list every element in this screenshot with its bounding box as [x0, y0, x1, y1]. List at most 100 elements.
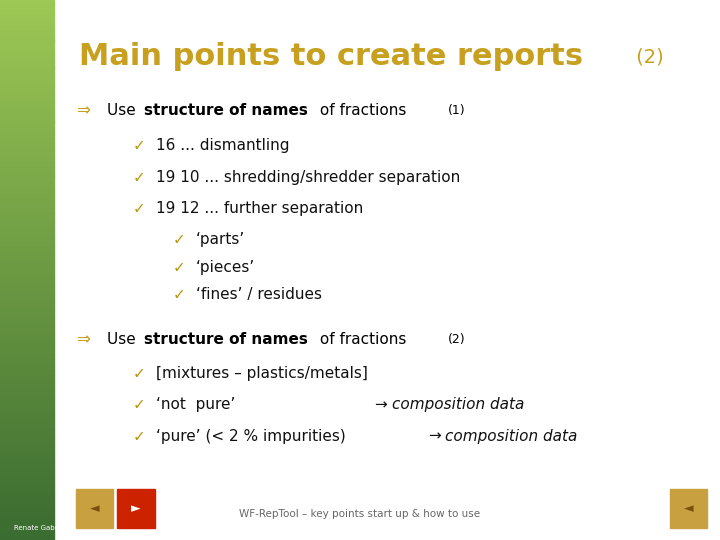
Bar [0, 486, 54, 489]
Bar [0, 251, 54, 254]
Bar [0, 529, 54, 532]
Bar [0, 100, 54, 103]
Bar [0, 205, 54, 208]
Text: ✓: ✓ [133, 429, 146, 444]
Bar [0, 76, 54, 78]
Bar [0, 265, 54, 267]
Bar [0, 467, 54, 470]
Bar [0, 213, 54, 216]
Bar [0, 294, 54, 297]
Bar [670, 489, 707, 528]
Bar [0, 508, 54, 510]
Bar [0, 30, 54, 32]
Bar [0, 392, 54, 394]
Bar [0, 43, 54, 46]
Text: ►: ► [131, 502, 141, 515]
Bar [0, 435, 54, 437]
Bar [0, 208, 54, 211]
Bar [0, 235, 54, 238]
Text: of fractions: of fractions [315, 332, 411, 347]
Bar [0, 335, 54, 338]
Bar [0, 397, 54, 400]
Bar [0, 157, 54, 159]
Bar [0, 421, 54, 424]
Bar [0, 472, 54, 475]
Bar [0, 243, 54, 246]
Bar [0, 173, 54, 176]
Bar [0, 5, 54, 8]
Bar [0, 181, 54, 184]
Bar [0, 332, 54, 335]
Text: ‘pure’ (< 2 % impurities): ‘pure’ (< 2 % impurities) [156, 429, 346, 444]
Bar [0, 8, 54, 11]
Bar [0, 410, 54, 413]
Bar [0, 84, 54, 86]
Bar [0, 394, 54, 397]
Bar [0, 81, 54, 84]
Bar [0, 194, 54, 197]
Bar [0, 319, 54, 321]
Bar [0, 292, 54, 294]
Bar [0, 248, 54, 251]
Bar [0, 362, 54, 364]
Bar [0, 351, 54, 354]
Bar [0, 54, 54, 57]
Bar [0, 497, 54, 500]
Text: Use: Use [107, 332, 140, 347]
Bar [0, 329, 54, 332]
Bar [0, 537, 54, 540]
Bar [0, 510, 54, 513]
Bar [0, 122, 54, 124]
Bar [0, 448, 54, 451]
Bar [0, 273, 54, 275]
Bar [0, 284, 54, 286]
Bar [0, 429, 54, 432]
Bar [0, 0, 54, 3]
Bar [0, 400, 54, 402]
Bar [76, 489, 113, 528]
Bar [0, 148, 54, 151]
Bar [0, 92, 54, 94]
Bar [0, 189, 54, 192]
Bar [0, 27, 54, 30]
Text: ✓: ✓ [173, 260, 186, 275]
Bar [0, 408, 54, 410]
Bar [0, 464, 54, 467]
Bar [0, 51, 54, 54]
Bar [0, 202, 54, 205]
Text: (1): (1) [448, 104, 465, 117]
Bar [0, 413, 54, 416]
Text: structure of names: structure of names [145, 103, 308, 118]
Bar [0, 94, 54, 97]
Bar [0, 246, 54, 248]
Bar [0, 267, 54, 270]
Bar [0, 230, 54, 232]
Bar [0, 308, 54, 310]
Bar [0, 240, 54, 243]
Bar [0, 375, 54, 378]
Text: ‘parts’: ‘parts’ [196, 232, 245, 247]
Bar [0, 59, 54, 62]
Bar [0, 521, 54, 524]
Text: structure of names: structure of names [145, 332, 308, 347]
Text: of fractions: of fractions [315, 103, 411, 118]
Text: ‘not  pure’: ‘not pure’ [156, 397, 235, 413]
Bar [0, 151, 54, 154]
Bar [0, 478, 54, 481]
Bar [0, 3, 54, 5]
Bar [0, 165, 54, 167]
Bar [0, 462, 54, 464]
Bar [0, 19, 54, 22]
Bar [0, 154, 54, 157]
Bar [0, 68, 54, 70]
Bar [0, 491, 54, 494]
Bar [0, 500, 54, 502]
Text: 19 12 ... further separation: 19 12 ... further separation [156, 201, 364, 216]
Bar [0, 211, 54, 213]
Bar [0, 146, 54, 148]
Bar [0, 502, 54, 505]
Text: Use: Use [107, 103, 140, 118]
Bar [0, 424, 54, 427]
Bar [0, 256, 54, 259]
Bar [0, 116, 54, 119]
